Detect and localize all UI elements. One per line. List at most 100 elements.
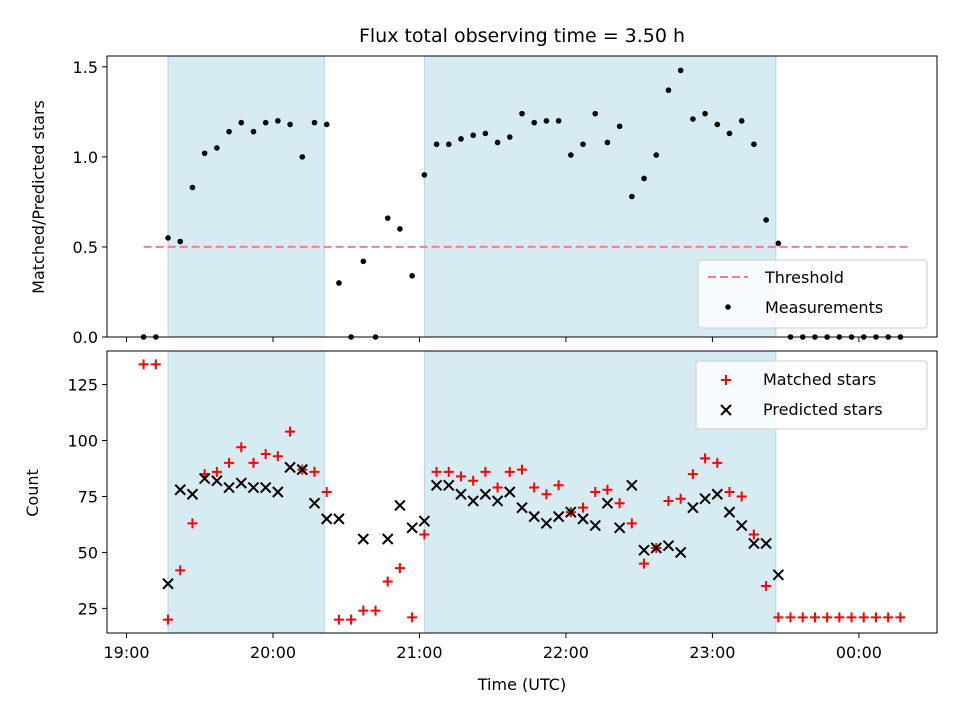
measurement-point xyxy=(775,240,782,247)
predicted-star-point xyxy=(308,497,321,509)
predicted-star-point xyxy=(613,522,626,534)
measurement-point xyxy=(214,145,220,151)
measurement-point xyxy=(433,141,440,148)
predicted-star-point xyxy=(382,533,394,545)
predicted-star-point xyxy=(357,533,370,545)
matched-star-point xyxy=(407,612,418,623)
bottom-ytick-label: 25 xyxy=(78,599,98,618)
predicted-star-point xyxy=(626,479,638,491)
measurement-point xyxy=(226,128,232,135)
predicted-star-point xyxy=(528,510,540,523)
bottom-xtick-label: 00:00 xyxy=(836,643,882,662)
measurement-point xyxy=(201,150,208,157)
measurement-point xyxy=(665,87,672,94)
measurement-point xyxy=(543,118,550,124)
matched-star-point xyxy=(321,487,332,497)
matched-star-point xyxy=(590,487,601,497)
predicted-star-point xyxy=(333,513,345,525)
legend-threshold-label: Threshold xyxy=(764,268,844,287)
matched-star-point xyxy=(175,565,186,576)
predicted-star-point xyxy=(186,488,199,500)
matched-star-point xyxy=(309,466,320,477)
predicted-star-point xyxy=(418,515,431,527)
predicted-star-point xyxy=(650,542,662,554)
measurement-point xyxy=(397,226,403,232)
matched-star-point xyxy=(492,482,503,493)
bottom-legend: Matched stars Predicted stars xyxy=(695,360,928,430)
measurement-point xyxy=(470,132,476,139)
bottom-legend-box xyxy=(695,360,928,430)
top-legend: Threshold Measurements xyxy=(697,259,928,329)
top-ytick-label: 0.0 xyxy=(73,328,98,347)
measurement-point xyxy=(177,238,184,245)
predicted-star-point xyxy=(662,540,675,552)
measurement-point xyxy=(494,139,501,146)
bottom-ytick-label: 50 xyxy=(78,543,98,562)
matched-star-point xyxy=(602,484,613,495)
matched-star-point xyxy=(480,466,491,477)
matched-star-point xyxy=(517,464,527,475)
predicted-star-point xyxy=(735,519,748,532)
measurement-point xyxy=(726,130,733,137)
matched-star-point xyxy=(333,614,344,625)
measurement-point xyxy=(506,134,513,140)
measurement-point xyxy=(275,118,281,124)
matched-star-point xyxy=(370,605,381,616)
matched-star-point xyxy=(138,359,149,370)
matched-star-point xyxy=(736,491,747,502)
measurement-point xyxy=(311,119,318,126)
measurement-point xyxy=(189,184,196,191)
predicted-star-point xyxy=(455,488,467,500)
matched-star-point xyxy=(529,482,540,493)
bottom-xtick-label: 23:00 xyxy=(689,643,735,662)
matched-star-point xyxy=(394,563,405,574)
matched-star-point xyxy=(724,487,735,497)
predicted-star-point xyxy=(516,501,528,514)
legend-measurement-swatch xyxy=(725,304,731,310)
predicted-star-point xyxy=(174,484,186,496)
measurement-point xyxy=(738,118,745,124)
bottom-xtick-label: 21:00 xyxy=(396,643,442,662)
predicted-star-point xyxy=(235,477,247,489)
matched-star-point xyxy=(834,612,845,623)
measurement-point xyxy=(421,172,428,178)
bottom-ytick-label: 75 xyxy=(78,487,98,506)
predicted-star-point xyxy=(406,522,418,534)
measurement-point xyxy=(445,141,452,148)
bottom-ytick-label: 125 xyxy=(67,376,98,395)
predicted-star-point xyxy=(540,517,553,530)
matched-star-point xyxy=(455,471,466,482)
measurement-point xyxy=(763,217,769,223)
predicted-star-point xyxy=(638,544,650,556)
matched-star-point xyxy=(504,466,515,477)
measurement-point xyxy=(250,128,257,135)
matched-star-point xyxy=(358,605,369,616)
predicted-star-point xyxy=(577,513,589,525)
bottom-ytick-label: 100 xyxy=(67,432,98,451)
matched-star-point xyxy=(431,466,442,477)
matched-star-point xyxy=(614,498,625,509)
predicted-star-point xyxy=(320,513,333,525)
matched-star-point xyxy=(346,614,357,625)
matched-star-point xyxy=(663,495,674,506)
matched-star-point xyxy=(187,518,198,529)
measurement-point xyxy=(568,152,574,158)
matched-star-point xyxy=(272,451,283,462)
measurement-point xyxy=(677,67,684,74)
matched-star-point xyxy=(224,457,235,468)
top-ytick-label: 1.0 xyxy=(73,148,98,167)
matched-star-point xyxy=(285,426,296,437)
predicted-star-point xyxy=(211,475,223,487)
matched-star-point xyxy=(761,581,772,591)
predicted-star-point xyxy=(748,537,760,550)
measurement-point xyxy=(531,119,538,126)
predicted-star-point xyxy=(504,486,516,498)
matched-star-point xyxy=(163,614,174,625)
matched-star-point xyxy=(260,448,271,459)
measurement-point xyxy=(653,152,660,158)
measurement-point xyxy=(555,118,562,124)
measurement-point xyxy=(641,175,647,182)
predicted-star-point xyxy=(467,495,479,507)
predicted-star-point xyxy=(284,461,296,474)
matched-star-point xyxy=(797,612,808,623)
